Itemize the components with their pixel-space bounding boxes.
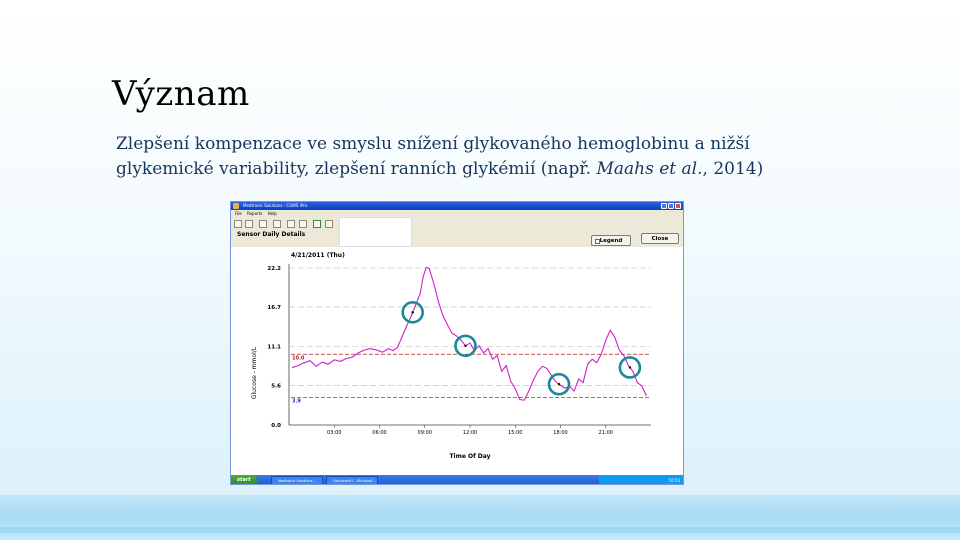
clock: 10:54	[668, 478, 680, 483]
y-axis-label: Glucose - mmol/L	[251, 346, 258, 399]
minimize-icon[interactable]	[661, 203, 667, 209]
sensor-daily-details-label: Sensor Daily Details	[237, 231, 306, 238]
legend-checkbox[interactable]	[595, 238, 600, 244]
taskbar-item-medtronic[interactable]: Medtronic Solutions...	[271, 476, 323, 484]
y-tick-label: 16.7	[267, 305, 281, 311]
menu-help[interactable]: Help	[267, 211, 277, 216]
x-tick-label: 21:00	[599, 430, 613, 436]
body-line-1: Zlepšení kompenzace ve smyslu snížení gl…	[116, 134, 750, 154]
glucose-trace	[291, 266, 647, 401]
fingerstick-point	[411, 311, 414, 314]
highlight-circle	[547, 372, 571, 396]
highlight-circle	[401, 301, 424, 324]
slide-body-text: Zlepšení kompenzace ve smyslu snížení gl…	[116, 132, 916, 182]
window-title: Medtronic Solutions : CGMS iPro	[243, 203, 308, 208]
decorative-band-line	[0, 527, 960, 533]
body-line-2b: , 2014)	[702, 159, 764, 179]
fingerstick-point	[628, 366, 632, 369]
menu-reports[interactable]: Reports	[246, 211, 263, 216]
carelink-window: Medtronic Solutions : CGMS iPro File Rep…	[230, 201, 684, 485]
toolbar	[231, 217, 683, 232]
legend-button[interactable]: Legend	[591, 235, 631, 246]
citation-authors: Maahs et al.	[596, 159, 703, 179]
app-icon	[233, 203, 239, 209]
menubar: File Reports Help	[231, 210, 683, 217]
x-tick-label: 09:00	[418, 430, 432, 436]
blank-panel	[339, 217, 412, 247]
open-icon[interactable]	[234, 220, 242, 228]
x-tick-label: 06:00	[372, 430, 386, 436]
taskbar-item-document[interactable]: Document1 - Microsoft...	[326, 476, 378, 484]
save-icon[interactable]	[245, 220, 253, 228]
decorative-band	[0, 495, 960, 540]
system-tray: 10:54	[599, 475, 683, 484]
glucose-chart-svg: 4/21/2011 (Thu) Glucose - mmol/L Time Of…	[251, 252, 651, 460]
threshold-label: 3.9	[292, 398, 301, 404]
help-icon[interactable]	[325, 220, 333, 228]
slide-title: Význam	[112, 74, 250, 114]
taskbar: start Medtronic Solutions... Document1 -…	[231, 475, 683, 484]
close-window-icon[interactable]	[675, 203, 681, 209]
legend-button-label: Legend	[599, 238, 623, 244]
table-icon[interactable]	[299, 220, 307, 228]
maximize-icon[interactable]	[668, 203, 674, 209]
fingerstick-point	[557, 383, 561, 386]
window-titlebar: Medtronic Solutions : CGMS iPro	[231, 202, 683, 210]
graph-icon[interactable]	[313, 220, 321, 228]
highlight-circle	[454, 334, 477, 358]
x-tick-label: 15:00	[508, 430, 522, 436]
y-tick-label: 5.6	[271, 383, 281, 389]
fingerstick-point	[464, 344, 467, 347]
close-button[interactable]: Close	[641, 233, 679, 244]
highlight-circle	[618, 356, 642, 379]
chart-date-title: 4/21/2011 (Thu)	[291, 252, 345, 259]
threshold-label: 10.0	[292, 355, 305, 361]
x-tick-label: 18:00	[553, 430, 567, 436]
body-line-2a: glykemické variability, zlepšení ranních…	[116, 159, 597, 179]
x-axis-label: Time Of Day	[449, 453, 490, 460]
start-button[interactable]: start	[231, 475, 257, 484]
glucose-chart: 4/21/2011 (Thu) Glucose - mmol/L Time Of…	[231, 247, 683, 475]
y-tick-label: 0.0	[271, 423, 281, 429]
menu-file[interactable]: File	[235, 211, 242, 216]
chart-icon[interactable]	[287, 220, 295, 228]
y-tick-label: 11.1	[267, 345, 281, 351]
report-icon[interactable]	[273, 220, 281, 228]
x-tick-label: 03:00	[327, 430, 341, 436]
print-icon[interactable]	[259, 220, 267, 228]
x-tick-label: 12:00	[463, 430, 477, 436]
y-tick-label: 22.2	[267, 266, 281, 272]
